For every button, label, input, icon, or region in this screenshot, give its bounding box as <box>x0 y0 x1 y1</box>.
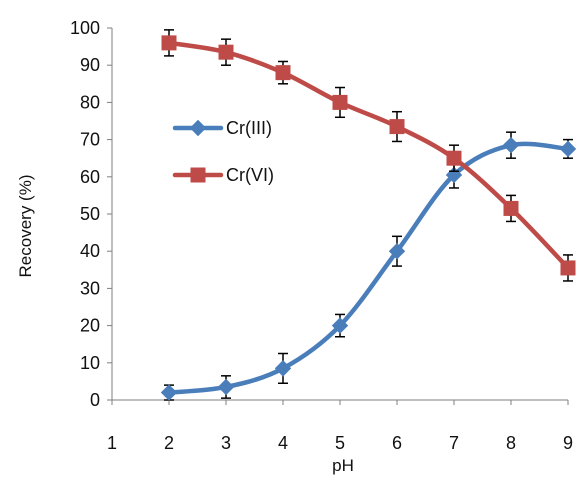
x-tick-label: 2 <box>164 433 174 453</box>
data-point <box>446 150 462 166</box>
data-point <box>332 94 348 110</box>
x-tick-label: 4 <box>278 433 288 453</box>
legend-label: Cr(VI) <box>226 165 274 185</box>
data-point <box>503 200 519 216</box>
data-point <box>502 136 520 154</box>
y-tick-label: 40 <box>80 241 100 261</box>
series-cr-iii <box>160 131 576 401</box>
x-axis-title: pH <box>332 456 354 475</box>
x-tick-label: 8 <box>506 433 516 453</box>
legend: Cr(III) Cr(VI) <box>172 118 274 185</box>
series-layer <box>160 29 576 401</box>
data-point <box>217 378 235 396</box>
x-tick-label: 6 <box>392 433 402 453</box>
y-tick-label: 60 <box>80 167 100 187</box>
data-point <box>388 242 406 260</box>
data-point <box>161 35 177 51</box>
data-point <box>218 44 234 60</box>
y-tick-label: 100 <box>70 18 100 38</box>
data-point <box>560 260 576 276</box>
legend-diamond-marker <box>189 119 207 137</box>
series-line <box>166 141 571 395</box>
x-tick-label: 3 <box>221 433 231 453</box>
legend-square-marker <box>190 167 206 183</box>
x-tick-label: 1 <box>107 433 117 453</box>
x-tick-label: 9 <box>563 433 573 453</box>
y-tick-label: 10 <box>80 353 100 373</box>
series-cr-vi <box>161 29 576 282</box>
y-tick-label: 30 <box>80 278 100 298</box>
y-tick-label: 0 <box>90 390 100 410</box>
data-point <box>274 360 292 377</box>
legend-label: Cr(III) <box>226 118 272 138</box>
x-tick-label: 5 <box>335 433 345 453</box>
data-point <box>389 119 405 135</box>
y-tick-label: 20 <box>80 316 100 336</box>
y-axis-title: Recovery (%) <box>16 175 35 278</box>
data-point <box>275 65 291 81</box>
y-tick-label: 90 <box>80 55 100 75</box>
series-line <box>166 40 571 271</box>
data-point <box>331 317 349 334</box>
y-tick-label: 50 <box>80 204 100 224</box>
x-tick-label: 7 <box>449 433 459 453</box>
data-point <box>160 384 178 401</box>
y-tick-label: 70 <box>80 130 100 150</box>
axes: 0 10 20 30 40 50 60 70 80 90 100 1 2 3 4 5 6 7 8 9 <box>70 18 573 453</box>
data-point <box>559 140 576 158</box>
y-tick-label: 80 <box>80 92 100 112</box>
